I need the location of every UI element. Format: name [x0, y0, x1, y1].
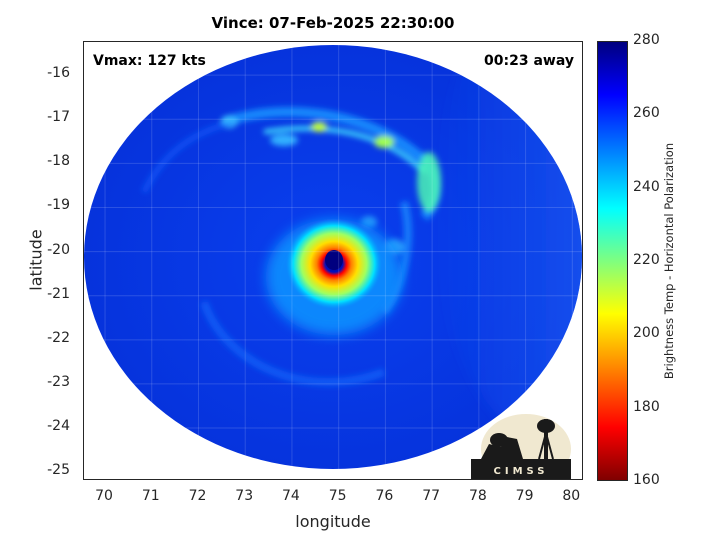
rain-bands	[141, 107, 441, 387]
y-tick-label: -25	[47, 462, 70, 479]
y-tick-label: -23	[47, 373, 70, 390]
colorbar-tick-label: 260	[633, 105, 660, 122]
x-tick-label: 75	[328, 488, 347, 504]
x-axis-label: longitude	[295, 512, 371, 531]
grid-lines	[84, 42, 582, 479]
x-tick-label: 76	[375, 488, 394, 504]
satellite-image	[84, 42, 582, 479]
cimss-logo-text: CIMSS	[494, 466, 549, 477]
y-tick-label: -21	[47, 285, 70, 302]
x-tick-label: 80	[562, 488, 581, 504]
x-tick-label: 72	[188, 488, 207, 504]
clear-sky-region	[434, 45, 582, 442]
x-tick-label: 74	[282, 488, 300, 504]
x-tick-label: 77	[422, 488, 441, 504]
x-tick-label: 71	[141, 488, 160, 504]
colorbar-tick-label: 160	[633, 472, 660, 488]
y-tick-label: -22	[47, 329, 70, 346]
x-tick-label: 73	[235, 488, 254, 504]
colorbar-tick-label: 180	[633, 398, 660, 415]
vmax-label: Vmax: 127 kts	[93, 53, 206, 69]
chart-title: Vince: 07-Feb-2025 22:30:00	[211, 14, 455, 32]
hurricane-eye	[325, 250, 343, 270]
y-tick-label: -24	[47, 418, 70, 435]
colorbar-tick-label: 200	[633, 325, 660, 342]
cimss-logo: CIMSS	[471, 414, 571, 479]
y-tick-label: -17	[47, 109, 70, 126]
colorbar	[597, 41, 628, 481]
y-tick-label: -18	[47, 153, 70, 170]
x-tick-label: 79	[515, 488, 534, 504]
x-tick-label: 78	[468, 488, 487, 504]
y-tick-label: -16	[47, 65, 70, 82]
colorbar-tick-label: 220	[633, 252, 660, 268]
y-axis-label: latitude	[26, 229, 46, 291]
y-tick-label: -19	[47, 197, 70, 214]
x-tick-label: 70	[95, 488, 113, 504]
plot-area: Vmax: 127 kts 00:23 away CIMSS	[83, 41, 583, 480]
colorbar-tick-label: 240	[633, 178, 660, 195]
colorbar-label: Brightness Temp - Horizontal Polarizatio…	[662, 142, 676, 380]
y-tick-label: -20	[47, 241, 70, 258]
colorbar-tick-label: 280	[633, 32, 660, 48]
time-away-label: 00:23 away	[484, 53, 574, 69]
